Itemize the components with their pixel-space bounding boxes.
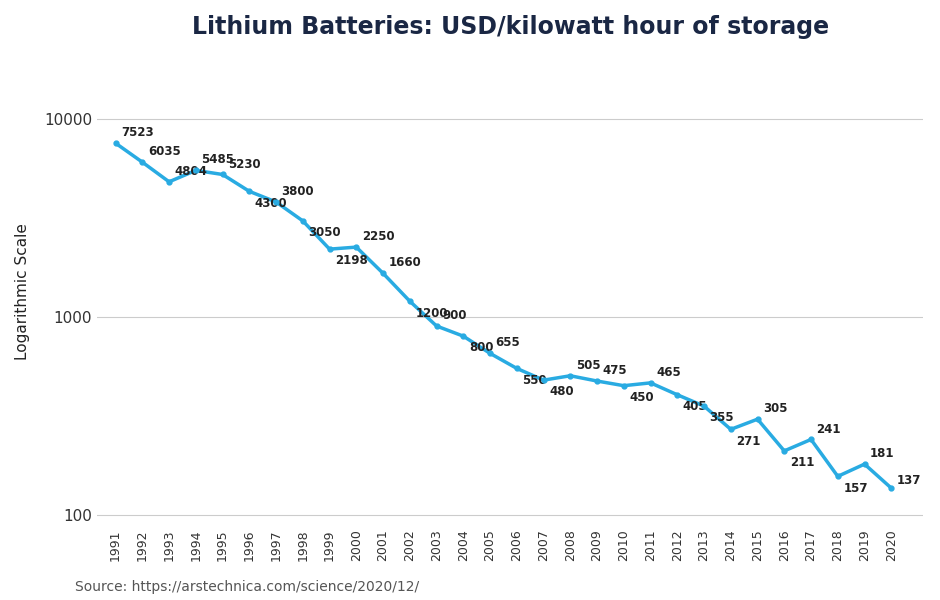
Text: 137: 137 bbox=[897, 474, 921, 487]
Text: 157: 157 bbox=[843, 482, 868, 494]
Title: Lithium Batteries: USD/kilowatt hour of storage: Lithium Batteries: USD/kilowatt hour of … bbox=[192, 15, 829, 39]
Text: 241: 241 bbox=[817, 422, 841, 436]
Text: 211: 211 bbox=[790, 456, 814, 469]
Text: 305: 305 bbox=[763, 402, 788, 415]
Text: 550: 550 bbox=[523, 374, 547, 386]
Y-axis label: Logarithmic Scale: Logarithmic Scale bbox=[15, 223, 30, 360]
Text: 6035: 6035 bbox=[148, 145, 180, 158]
Text: 5230: 5230 bbox=[228, 158, 260, 170]
Text: 1200: 1200 bbox=[415, 307, 447, 320]
Text: 4300: 4300 bbox=[255, 197, 288, 209]
Text: 1660: 1660 bbox=[388, 256, 421, 269]
Text: 405: 405 bbox=[682, 400, 708, 413]
Text: 480: 480 bbox=[549, 385, 573, 398]
Text: 2198: 2198 bbox=[336, 254, 368, 268]
Text: 5485: 5485 bbox=[201, 154, 234, 166]
Text: 355: 355 bbox=[710, 412, 734, 424]
Text: 7523: 7523 bbox=[121, 126, 154, 139]
Text: Source: https://arstechnica.com/science/2020/12/: Source: https://arstechnica.com/science/… bbox=[75, 580, 419, 594]
Text: 800: 800 bbox=[469, 341, 494, 355]
Text: 181: 181 bbox=[870, 447, 895, 460]
Text: 2250: 2250 bbox=[362, 230, 395, 243]
Text: 465: 465 bbox=[656, 366, 681, 379]
Text: 655: 655 bbox=[495, 337, 521, 349]
Text: 505: 505 bbox=[576, 359, 601, 372]
Text: 900: 900 bbox=[442, 309, 466, 322]
Text: 4804: 4804 bbox=[175, 165, 208, 178]
Text: 271: 271 bbox=[736, 434, 760, 448]
Text: 450: 450 bbox=[630, 391, 654, 404]
Text: 475: 475 bbox=[603, 364, 627, 377]
Text: 3800: 3800 bbox=[282, 185, 314, 198]
Text: 3050: 3050 bbox=[308, 226, 341, 239]
